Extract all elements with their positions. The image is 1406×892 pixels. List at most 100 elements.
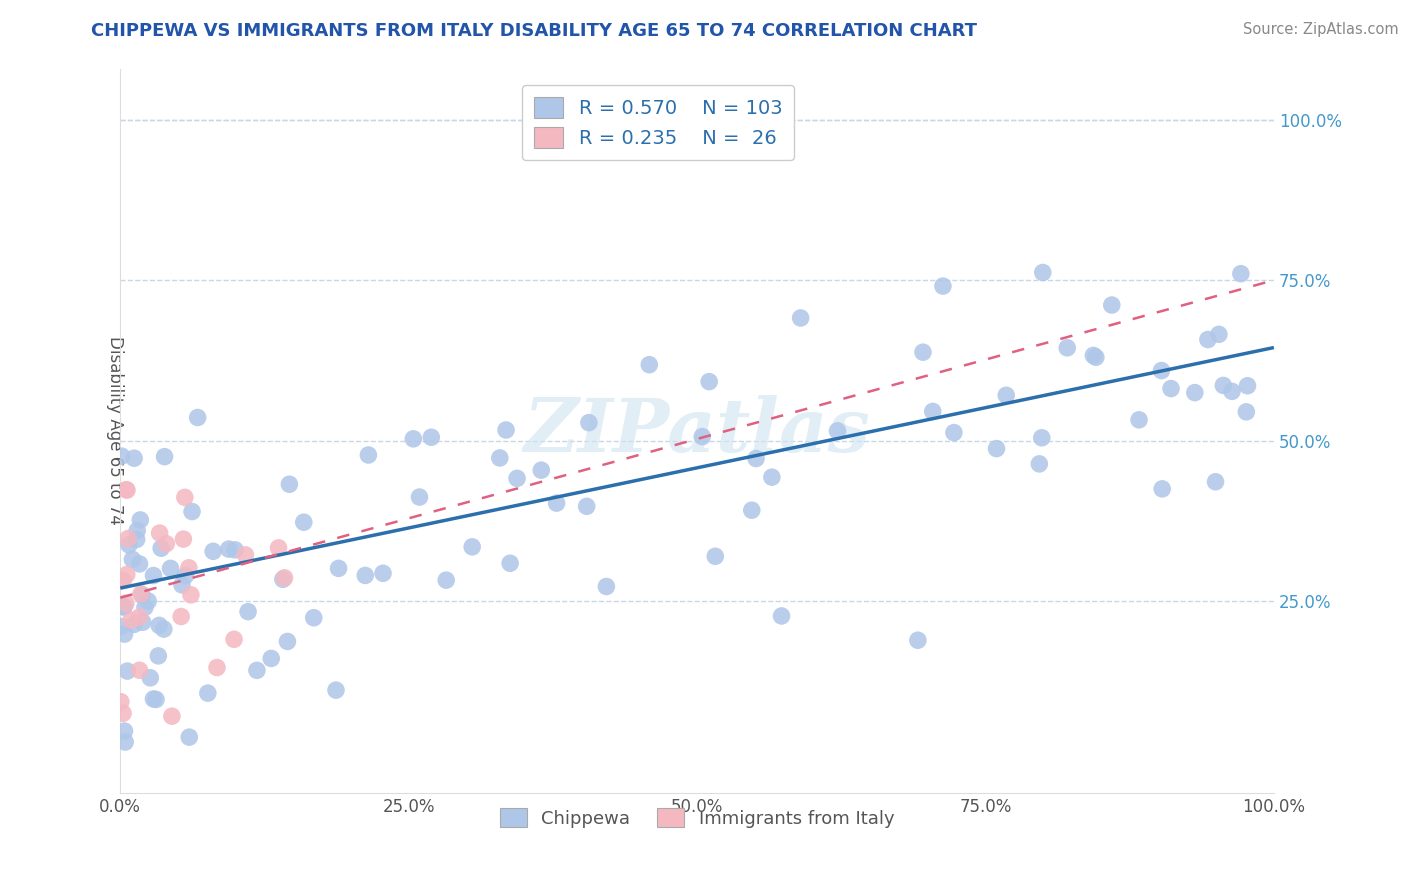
Point [114, 735, 136, 749]
Point [122, 617, 145, 632]
Point [129, 513, 152, 527]
Point [129, 587, 152, 601]
Point [111, 449, 134, 463]
Point [202, 544, 225, 558]
Point [218, 542, 240, 557]
Point [112, 599, 135, 614]
Point [690, 429, 713, 443]
Point [142, 568, 165, 582]
Point [1084, 351, 1107, 365]
Point [180, 588, 202, 602]
Point [177, 561, 200, 575]
Point [741, 503, 763, 517]
Point [1212, 378, 1234, 392]
Point [1234, 405, 1257, 419]
Point [1197, 333, 1219, 347]
Point [148, 648, 170, 663]
Point [420, 430, 443, 444]
Point [276, 634, 298, 648]
Point [260, 651, 283, 665]
Point [205, 660, 228, 674]
Point [170, 578, 193, 592]
Point [179, 730, 201, 744]
Point [222, 632, 245, 647]
Point [149, 526, 172, 541]
Point [1208, 327, 1230, 342]
Point [761, 470, 783, 484]
Point [236, 605, 259, 619]
Text: Source: ZipAtlas.com: Source: ZipAtlas.com [1243, 22, 1399, 37]
Point [273, 571, 295, 585]
Point [1083, 348, 1105, 362]
Point [995, 388, 1018, 402]
Point [1230, 267, 1253, 281]
Point [278, 477, 301, 491]
Point [1184, 385, 1206, 400]
Point [932, 279, 955, 293]
Point [461, 540, 484, 554]
Point [546, 496, 568, 510]
Point [1031, 431, 1053, 445]
Point [174, 568, 197, 582]
Point [408, 490, 430, 504]
Point [827, 424, 849, 438]
Point [595, 579, 617, 593]
Point [122, 451, 145, 466]
Point [173, 491, 195, 505]
Point [907, 633, 929, 648]
Point [121, 552, 143, 566]
Point [697, 375, 720, 389]
Point [224, 542, 246, 557]
Point [911, 345, 934, 359]
Point [1205, 475, 1227, 489]
Point [499, 556, 522, 570]
Point [117, 532, 139, 546]
Point [371, 566, 394, 581]
Point [114, 724, 136, 739]
Point [704, 549, 727, 564]
Point [112, 574, 135, 588]
Point [134, 600, 156, 615]
Point [145, 692, 167, 706]
Point [328, 561, 350, 575]
Point [488, 450, 510, 465]
Point [125, 533, 148, 547]
Point [402, 432, 425, 446]
Point [357, 448, 380, 462]
Point [148, 618, 170, 632]
Point [246, 664, 269, 678]
Point [128, 557, 150, 571]
Point [325, 683, 347, 698]
Point [1128, 413, 1150, 427]
Point [506, 471, 529, 485]
Point [159, 561, 181, 575]
Point [115, 596, 138, 610]
Point [139, 671, 162, 685]
Point [745, 451, 768, 466]
Point [187, 410, 209, 425]
Point [1236, 378, 1258, 392]
Point [789, 310, 811, 325]
Point [170, 609, 193, 624]
Text: CHIPPEWA VS IMMIGRANTS FROM ITALY DISABILITY AGE 65 TO 74 CORRELATION CHART: CHIPPEWA VS IMMIGRANTS FROM ITALY DISABI… [91, 22, 977, 40]
Point [110, 695, 132, 709]
Point [114, 627, 136, 641]
Point [112, 599, 135, 614]
Point [1056, 341, 1078, 355]
Point [150, 541, 173, 556]
Point [131, 588, 153, 602]
Point [235, 548, 257, 562]
Point [110, 620, 132, 634]
Point [986, 442, 1008, 456]
Point [136, 594, 159, 608]
Point [495, 423, 517, 437]
Point [181, 504, 204, 518]
Point [155, 537, 177, 551]
Point [638, 358, 661, 372]
Point [267, 541, 290, 555]
Point [127, 524, 149, 538]
Point [115, 567, 138, 582]
Point [530, 463, 553, 477]
Point [160, 709, 183, 723]
Point [153, 622, 176, 636]
